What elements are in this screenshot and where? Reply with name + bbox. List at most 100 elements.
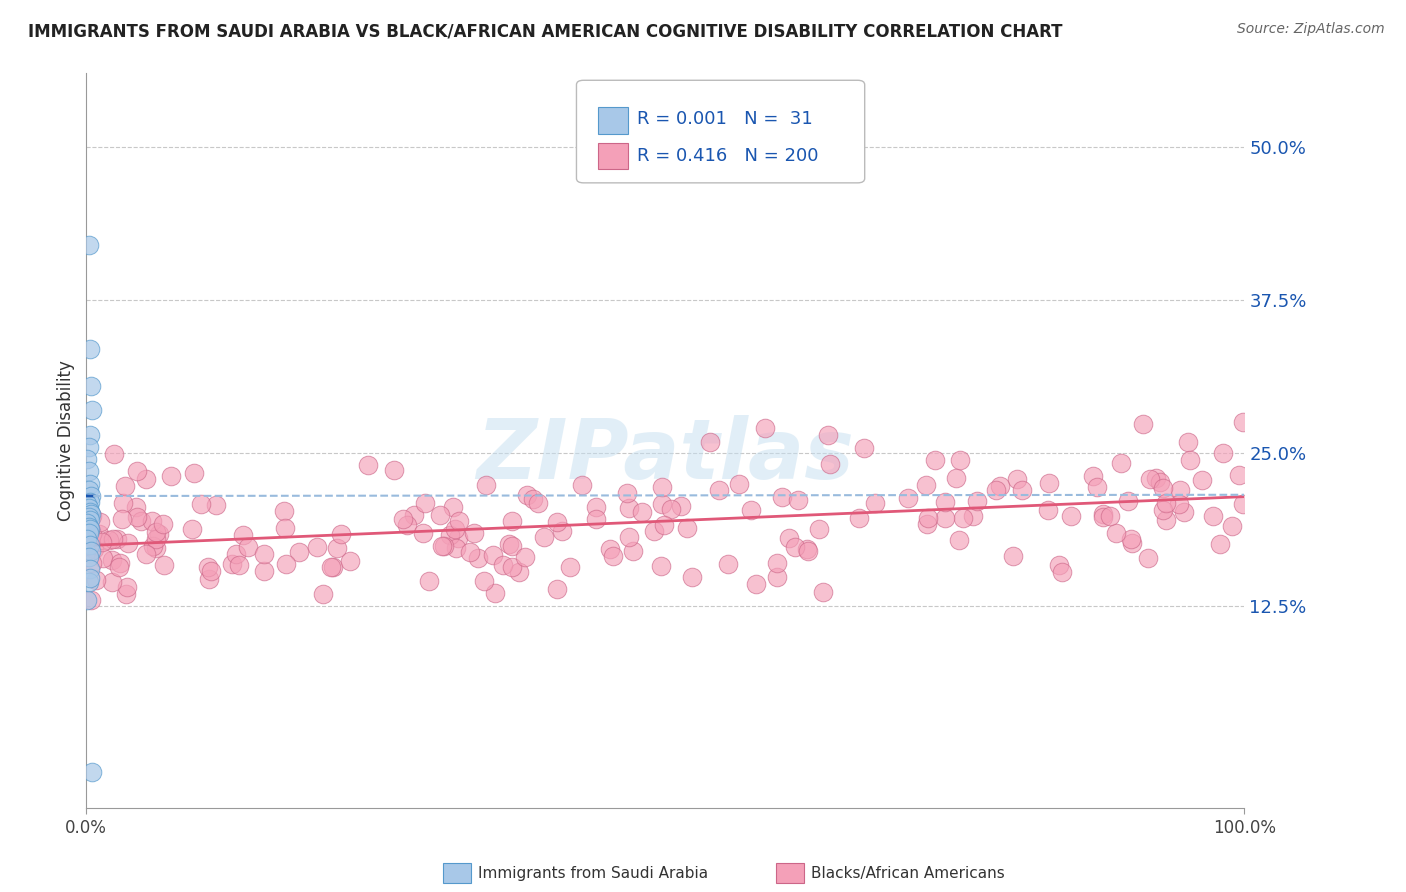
Point xyxy=(305,540,328,554)
Point xyxy=(79,495,101,509)
Text: Blacks/African Americans: Blacks/African Americans xyxy=(811,866,1005,880)
Point xyxy=(952,511,974,525)
Point xyxy=(1002,549,1025,563)
Point xyxy=(1168,483,1191,497)
Point xyxy=(77,574,100,589)
Point xyxy=(444,541,467,555)
Point xyxy=(651,480,673,494)
Point xyxy=(82,556,104,570)
Point xyxy=(329,527,352,541)
Point xyxy=(501,539,523,553)
Point xyxy=(77,509,100,524)
Point xyxy=(1132,417,1154,431)
Point xyxy=(112,495,135,509)
Point xyxy=(83,542,105,557)
Point xyxy=(501,514,523,528)
Point xyxy=(125,510,148,524)
Point xyxy=(1149,475,1171,489)
Point xyxy=(152,516,174,531)
Point xyxy=(76,498,98,512)
Point xyxy=(413,496,436,510)
Point xyxy=(447,515,470,529)
Point xyxy=(101,552,124,566)
Point xyxy=(145,532,167,546)
Point xyxy=(1136,550,1159,565)
Point xyxy=(492,558,515,573)
Point xyxy=(463,525,485,540)
Point xyxy=(786,492,808,507)
Point xyxy=(311,587,333,601)
Point xyxy=(962,508,984,523)
Point xyxy=(77,237,100,252)
Point xyxy=(779,531,801,545)
Point xyxy=(897,491,920,505)
Point xyxy=(1085,480,1108,494)
Point xyxy=(915,517,938,532)
Point xyxy=(135,547,157,561)
Point xyxy=(76,516,98,530)
Point xyxy=(79,476,101,491)
Point xyxy=(429,508,451,522)
Point xyxy=(475,477,498,491)
Point xyxy=(1173,505,1195,519)
Point xyxy=(651,497,673,511)
Point xyxy=(105,532,128,546)
Point xyxy=(115,587,138,601)
Point xyxy=(322,559,344,574)
Point xyxy=(204,498,226,512)
Point xyxy=(91,551,114,566)
Point xyxy=(745,577,768,591)
Point xyxy=(183,467,205,481)
Point xyxy=(117,536,139,550)
Point xyxy=(458,545,481,559)
Point xyxy=(79,427,101,442)
Point xyxy=(190,497,212,511)
Point xyxy=(111,512,134,526)
Point xyxy=(76,532,98,546)
Point xyxy=(1109,456,1132,470)
Point xyxy=(934,511,956,525)
Point xyxy=(766,570,789,584)
Point xyxy=(863,496,886,510)
Point xyxy=(818,458,841,472)
Point xyxy=(817,428,839,442)
Point xyxy=(108,560,131,574)
Point xyxy=(1081,469,1104,483)
Point xyxy=(236,540,259,554)
Point xyxy=(274,521,297,535)
Point xyxy=(1168,497,1191,511)
Point xyxy=(79,513,101,527)
Point xyxy=(945,471,967,485)
Point xyxy=(339,554,361,568)
Point xyxy=(949,452,972,467)
Point xyxy=(79,505,101,519)
Point xyxy=(1152,481,1174,495)
Point xyxy=(617,500,640,515)
Point xyxy=(89,515,111,529)
Point xyxy=(76,452,98,467)
Point xyxy=(274,557,297,571)
Point xyxy=(1178,453,1201,467)
Point xyxy=(717,558,740,572)
Point xyxy=(699,435,721,450)
Point xyxy=(80,764,103,779)
Point xyxy=(125,500,148,515)
Point xyxy=(1092,507,1115,521)
Point xyxy=(1005,472,1028,486)
Point xyxy=(1050,566,1073,580)
Point xyxy=(197,560,219,574)
Point xyxy=(707,483,730,497)
Point xyxy=(404,508,426,522)
Point xyxy=(443,500,465,514)
Point xyxy=(103,532,125,546)
Point xyxy=(484,585,506,599)
Point xyxy=(934,495,956,509)
Point xyxy=(621,544,644,558)
Text: ZIPatlas: ZIPatlas xyxy=(477,415,855,496)
Point xyxy=(148,526,170,541)
Point xyxy=(811,584,834,599)
Point xyxy=(1177,434,1199,449)
Point xyxy=(439,527,461,541)
Point xyxy=(357,458,380,472)
Point xyxy=(319,559,342,574)
